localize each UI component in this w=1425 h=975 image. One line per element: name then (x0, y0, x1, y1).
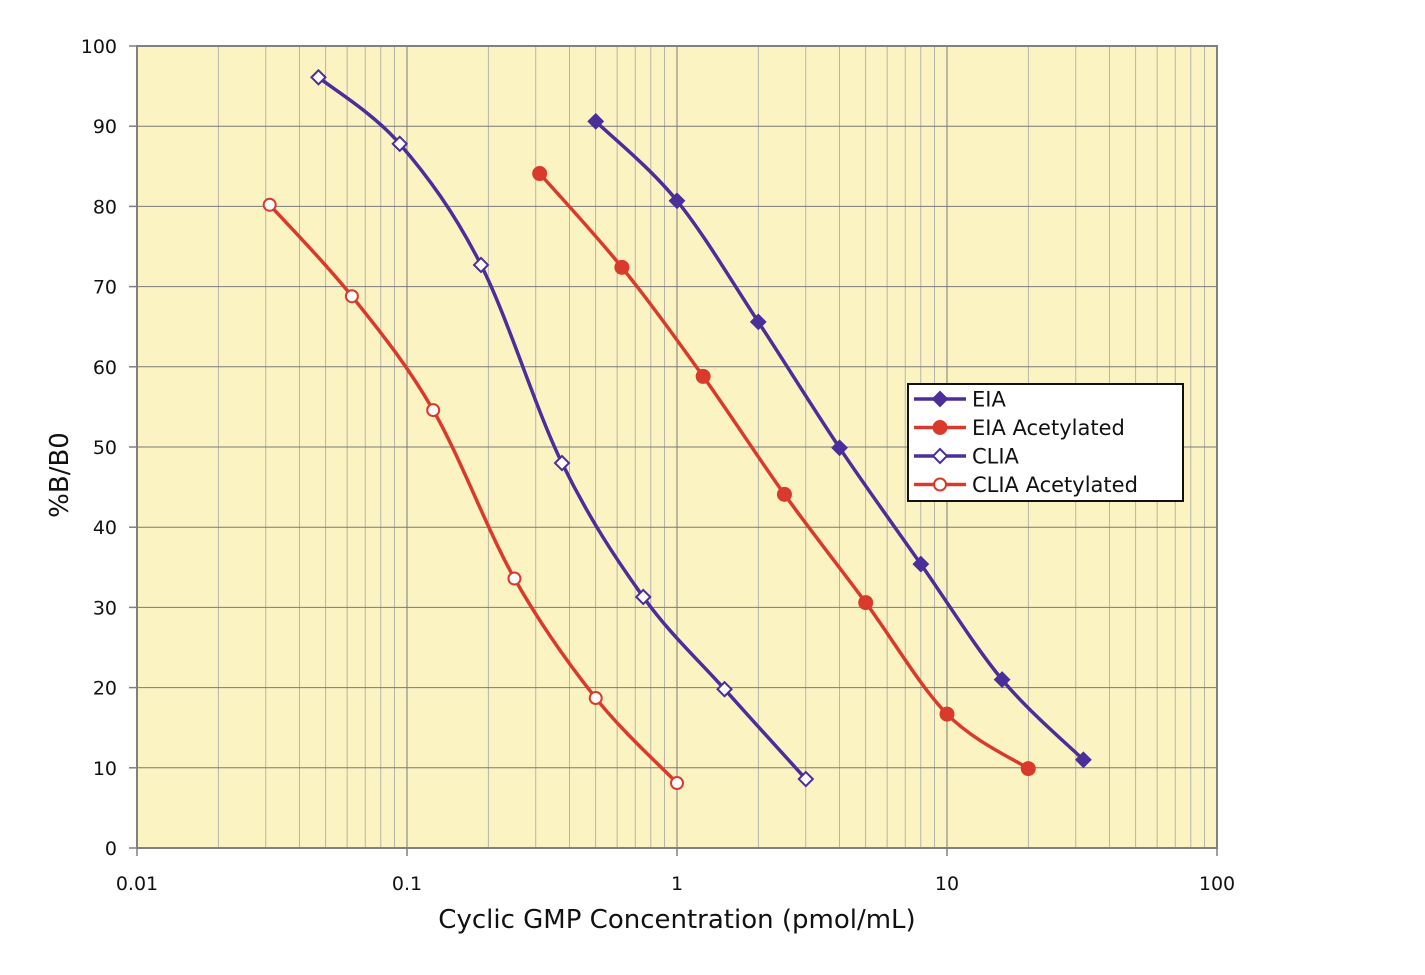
data-point-clia-acetylated (507, 571, 522, 586)
data-point-eia (668, 192, 686, 210)
x-tick-label: 1 (671, 873, 683, 895)
data-point-eia-acetylated (1020, 761, 1036, 777)
x-tick-label: 100 (1199, 873, 1235, 895)
data-point-eia (587, 112, 605, 130)
y-tick-label: 90 (93, 116, 117, 138)
y-tick-label: 70 (93, 277, 117, 299)
data-point-eia (831, 439, 848, 457)
data-point-clia (472, 256, 490, 274)
data-point-eia (993, 671, 1011, 688)
y-tick-label: 60 (93, 357, 117, 379)
data-point-clia (391, 135, 409, 153)
data-point-clia (310, 68, 327, 86)
grid (137, 46, 1217, 848)
data-point-clia-acetylated (670, 776, 684, 791)
legend-box (907, 383, 1184, 502)
data-point-clia-acetylated (262, 197, 277, 212)
data-point-eia (749, 313, 767, 331)
y-tick-label: 40 (93, 517, 117, 539)
data-point-eia-acetylated (776, 486, 792, 502)
y-tick-label: 30 (93, 597, 117, 619)
legend-label-eia-acetylated: EIA Acetylated (972, 416, 1125, 440)
x-tick-label: 0.01 (116, 873, 158, 895)
data-point-clia (553, 454, 571, 472)
data-point-eia-acetylated (939, 706, 955, 722)
data-point-clia-acetylated (588, 691, 603, 706)
y-tick-label: 50 (93, 437, 117, 459)
legend-marker-clia-acetylated (933, 477, 947, 492)
data-point-eia-acetylated (858, 595, 874, 611)
legend-label-eia: EIA (972, 388, 1006, 412)
legend-label-clia-acetylated: CLIA Acetylated (972, 473, 1138, 497)
data-point-eia-acetylated (695, 368, 711, 384)
y-tick-label: 20 (93, 678, 117, 700)
data-point-clia (634, 588, 652, 606)
axis-ticks (129, 45, 1218, 856)
legend-marker-eia (931, 390, 949, 408)
y-tick-labels: 0 10 20 30 40 50 60 70 80 90 100 (81, 36, 117, 860)
data-point-clia (716, 680, 733, 698)
x-axis-title: Cyclic GMP Concentration (pmol/mL) (438, 905, 915, 935)
data-point-eia (912, 555, 930, 573)
legend-marker-eia-acetylated (932, 420, 948, 435)
legend-marker-clia (931, 447, 949, 465)
data-point-clia (797, 770, 815, 788)
y-tick-label: 0 (105, 838, 117, 860)
data-point-eia (1074, 751, 1092, 769)
data-point-clia-acetylated (426, 403, 441, 418)
y-tick-label: 100 (81, 36, 117, 58)
x-tick-label: 10 (935, 873, 959, 895)
data-point-eia-acetylated (532, 166, 548, 182)
x-tick-labels: 0.01 0.1 1 10 100 (116, 873, 1235, 895)
y-axis-title: %B/B0 (45, 432, 75, 518)
x-tick-label: 0.1 (392, 873, 422, 895)
data-point-clia-acetylated (344, 289, 359, 304)
series-markers (262, 68, 1092, 791)
data-point-eia-acetylated (614, 259, 630, 275)
legend: EIA EIA Acetylated CLIA CLIA Acetylated (907, 383, 1184, 502)
legend-label-clia: CLIA (972, 445, 1020, 469)
y-tick-label: 10 (93, 758, 117, 780)
y-tick-label: 80 (93, 196, 117, 218)
